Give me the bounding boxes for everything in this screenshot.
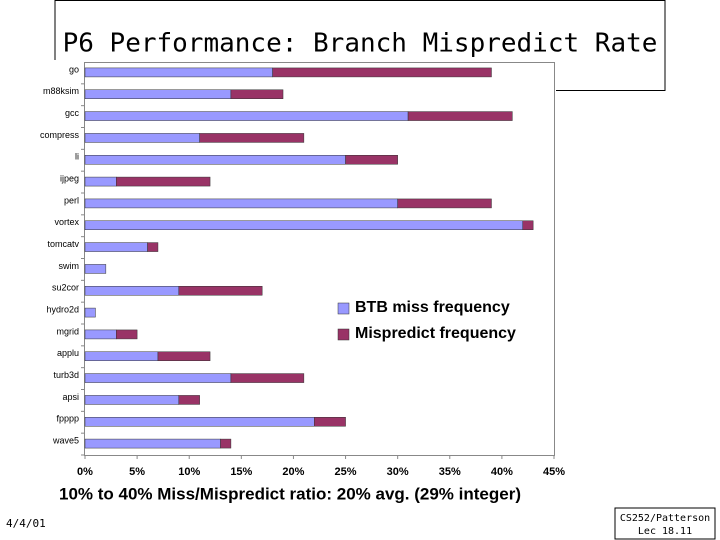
x-tick-label: 40% [491, 466, 513, 478]
footer-box [614, 507, 716, 540]
x-tick-label: 15% [230, 466, 252, 478]
y-tick-label: ijpeg [60, 173, 79, 183]
bar [157, 351, 211, 361]
subtitle: 10% to 40% Miss/Mispredict ratio: 20% av… [59, 484, 521, 503]
chart-background [28, 60, 556, 480]
date: 4/4/01 [6, 517, 46, 530]
bar [84, 307, 96, 318]
y-tick-label: tomcatv [47, 239, 79, 249]
bar [272, 67, 492, 78]
bar [522, 220, 534, 230]
y-tick-label: turb3d [53, 370, 79, 380]
bar [84, 89, 232, 99]
y-tick-label: li [75, 152, 79, 162]
bar [345, 155, 398, 165]
bar [230, 373, 305, 383]
y-tick-label: perl [64, 195, 79, 205]
bar [147, 242, 159, 252]
bar [178, 286, 263, 296]
y-tick-label: fpppp [56, 414, 79, 424]
bar [220, 438, 232, 449]
course: CS252/Patterson [620, 513, 710, 524]
bar [84, 329, 117, 340]
bar [84, 286, 180, 296]
x-tick-label: 35% [439, 466, 461, 478]
bar [116, 176, 211, 187]
bar [199, 133, 305, 143]
x-tick-label: 30% [387, 466, 409, 478]
y-tick-label: go [69, 64, 79, 74]
x-tick-label: 45% [543, 466, 565, 478]
bar [84, 242, 148, 252]
x-tick-label: 10% [178, 466, 200, 478]
bar [84, 395, 180, 405]
x-tick-label: 5% [129, 466, 145, 478]
y-tick-label: gcc [65, 108, 80, 118]
bar [84, 155, 346, 165]
bar [116, 329, 138, 340]
bar [84, 198, 398, 209]
bar [84, 264, 107, 274]
y-tick-label: wave5 [52, 435, 79, 445]
y-tick-label: hydro2d [46, 304, 79, 314]
y-tick-label: su2cor [52, 283, 79, 293]
bar [84, 111, 409, 121]
legend-swatch [337, 302, 350, 315]
bar [84, 373, 232, 383]
y-tick-label: compress [40, 130, 80, 140]
bar [178, 395, 200, 405]
bar [230, 89, 284, 99]
y-tick-label: mgrid [56, 326, 79, 336]
y-tick-label: vortex [54, 217, 79, 227]
y-tick-label: apsi [62, 392, 79, 402]
y-tick-label: swim [59, 261, 80, 271]
x-tick-label: 20% [282, 466, 304, 478]
y-tick-label: m88ksim [43, 86, 79, 96]
y-tick-label: applu [57, 348, 79, 358]
bar [84, 176, 117, 187]
bar [84, 133, 200, 143]
legend-label: Mispredict frequency [355, 325, 516, 342]
bar [314, 417, 346, 427]
legend-label: BTB miss frequency [355, 299, 510, 316]
x-tick-label: 25% [335, 466, 357, 478]
bar [84, 220, 523, 230]
bar [397, 198, 492, 209]
bar [84, 438, 221, 449]
bar [84, 417, 315, 427]
chart-title: P6 Performance: Branch Mispredict Rate [63, 29, 658, 59]
legend-swatch [337, 328, 350, 341]
lecture: Lec 18.11 [638, 526, 692, 537]
bar [84, 67, 273, 78]
bar [407, 111, 513, 121]
bar [84, 351, 159, 361]
x-tick-label: 0% [77, 466, 93, 478]
